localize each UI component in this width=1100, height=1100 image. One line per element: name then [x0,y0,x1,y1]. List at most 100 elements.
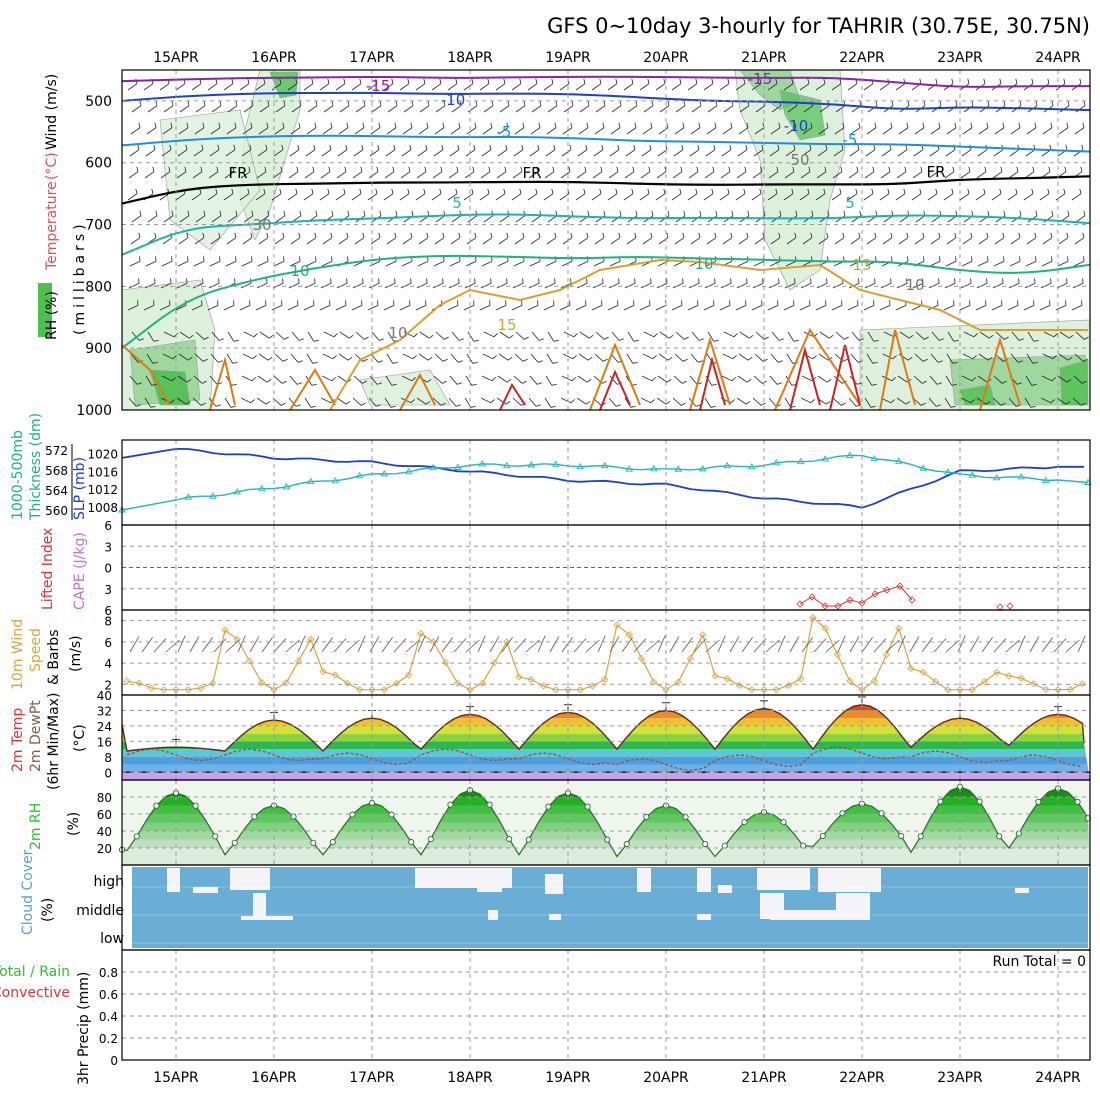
temp-band [122,764,1090,773]
wind-speed-marker [184,686,192,694]
cloud-axis-labels: Cloud Cover (%) high middle low [20,849,124,947]
thickness-marker [772,458,781,466]
wind-speed-marker [368,686,376,694]
label-temp-unit-2m: (°C) [72,724,88,752]
wind-speed-marker [870,677,878,685]
cloud-cover [132,868,1088,944]
temp-tick-label: 16 [97,735,112,749]
wind-speed-marker [907,664,915,673]
upper-y-tick-label: 500 [85,94,112,110]
cloud-block [167,868,180,892]
wind-speed-marker [980,678,989,686]
date-label-bottom: 15APR [153,1070,199,1086]
lifted-index-line [799,585,913,607]
label-rh: RH (%) [44,291,60,340]
wind-speed-marker [294,657,303,665]
rh-marker [349,811,356,818]
date-label-bottom: 23APR [937,1070,983,1086]
label-2m-rh: 2m RH [28,803,44,850]
isotherm-label: -5 [843,131,858,149]
thickness-marker [796,457,805,465]
rh-marker [604,836,611,843]
date-label-top: 16APR [251,50,297,66]
surface-wind [123,613,1087,694]
temp-band [122,704,1090,711]
date-label-top: 17APR [349,50,395,66]
thickness-marker [502,461,511,469]
lifted-index-marker [1006,602,1014,610]
rh-marker [702,840,709,848]
slp-tick-label: 1012 [87,483,118,497]
lifted-index-marker [908,596,916,604]
rh-marker [1074,798,1081,805]
label-convective: Convective [0,985,70,1001]
date-label-bottom: 19APR [545,1070,591,1086]
wind-speed-marker [209,679,217,687]
rh-marker [506,835,513,843]
thickness-marker [282,483,291,490]
precip-tick-label: 0 [110,1054,118,1068]
rh-marker [388,811,395,818]
cloud-level-low: low [100,931,124,947]
wind-speed-marker [760,686,768,694]
wind-speed-marker [245,657,254,665]
wind-speed-marker [797,675,805,683]
rh-marker [643,813,650,821]
date-label-bottom: 16APR [251,1070,297,1086]
wind-speed-marker [1017,674,1025,682]
rh-marker [780,819,787,826]
wind-speed-marker [147,684,156,692]
rh-marker [741,819,748,826]
label-temp-unit: (°C) [44,152,60,180]
wind-speed-marker [809,613,817,622]
upper-wind-barbs [127,78,1089,408]
isotherm-line [121,213,1091,256]
wind-speed-marker [441,659,450,667]
thickness-marker [894,457,903,464]
wind-speed-marker [772,686,780,694]
wind-speed-marker [784,681,793,690]
date-label-top: 19APR [545,50,591,66]
rh-tick-label: 80 [97,791,112,805]
isotherm-label: 10 [388,324,407,342]
lifted-index-marker [808,593,816,601]
label-thickness-b: Thickness (dm) [28,413,44,521]
wind-speed-marker [748,686,756,694]
rh-marker [545,803,552,810]
cloud-block [637,868,651,892]
wind-speed-marker [356,686,364,694]
surface-wind-barbs [129,635,1086,653]
rh-marker [290,813,297,820]
thickness-marker [527,461,536,468]
rh-shade-area [159,109,261,251]
thickness-marker [576,462,585,470]
thickness-marker [1041,476,1050,483]
wind-speed-marker [588,682,597,690]
wind-speed-marker [196,684,205,692]
label-cloud-cover: Cloud Cover [20,849,36,935]
wind-speed-marker [699,631,707,639]
rh-marker [623,840,630,848]
thickness-marker [919,464,928,471]
upper-y-tick-label: 700 [85,218,112,234]
label-thickness-a: 1000-500mb [10,430,26,520]
rh-band [122,848,1090,865]
rh-marker [917,833,924,840]
panel-frame-upper [121,69,1091,411]
wind-barbs-field [127,78,1089,408]
wind-speed-marker [135,679,143,687]
wind-speed-marker [539,682,548,690]
date-label-bottom: 24APR [1035,1070,1081,1086]
slp-tick-label: 1008 [87,501,118,515]
wind-speed-marker [343,679,352,687]
thickness-marker [380,470,389,477]
label-cape: CAPE (J/kg) [72,532,88,610]
label-2m-temp: 2m Temp [10,708,26,772]
isotherm-label: -15 [748,70,773,88]
rh-marker [584,803,591,810]
rh-marker [1015,830,1022,837]
date-label-top: 21APR [741,50,787,66]
isotherm-line [121,254,1091,349]
isotherm-line [121,175,1091,205]
